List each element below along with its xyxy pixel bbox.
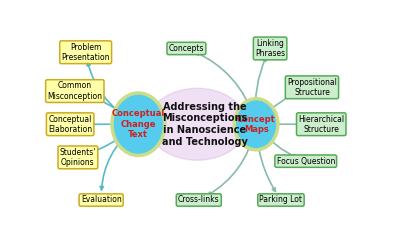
Text: Concepts: Concepts (169, 44, 204, 53)
Text: Problem
Presentation: Problem Presentation (62, 43, 110, 62)
Text: Parking Lot: Parking Lot (260, 196, 302, 204)
Text: Linking
Phrases: Linking Phrases (255, 39, 285, 58)
Ellipse shape (148, 88, 247, 160)
Text: Propositional
Structure: Propositional Structure (287, 77, 337, 97)
Text: Addressing the
Misconceptions
in Nanoscience
and Technology: Addressing the Misconceptions in Nanosci… (162, 102, 248, 147)
Text: Evaluation: Evaluation (81, 196, 122, 204)
Text: Students'
Opinions: Students' Opinions (60, 148, 96, 167)
Text: Conceptual
Change
Text: Conceptual Change Text (112, 109, 165, 139)
Text: Conceptual
Elaboration: Conceptual Elaboration (48, 115, 92, 134)
Text: Cross-links: Cross-links (178, 196, 220, 204)
Text: Common
Misconception: Common Misconception (47, 81, 102, 101)
Ellipse shape (234, 99, 278, 150)
Text: Concept
Maps: Concept Maps (237, 115, 276, 134)
Text: Hierarchical
Structure: Hierarchical Structure (298, 115, 344, 134)
Ellipse shape (112, 93, 165, 155)
Text: Focus Question: Focus Question (276, 157, 335, 166)
